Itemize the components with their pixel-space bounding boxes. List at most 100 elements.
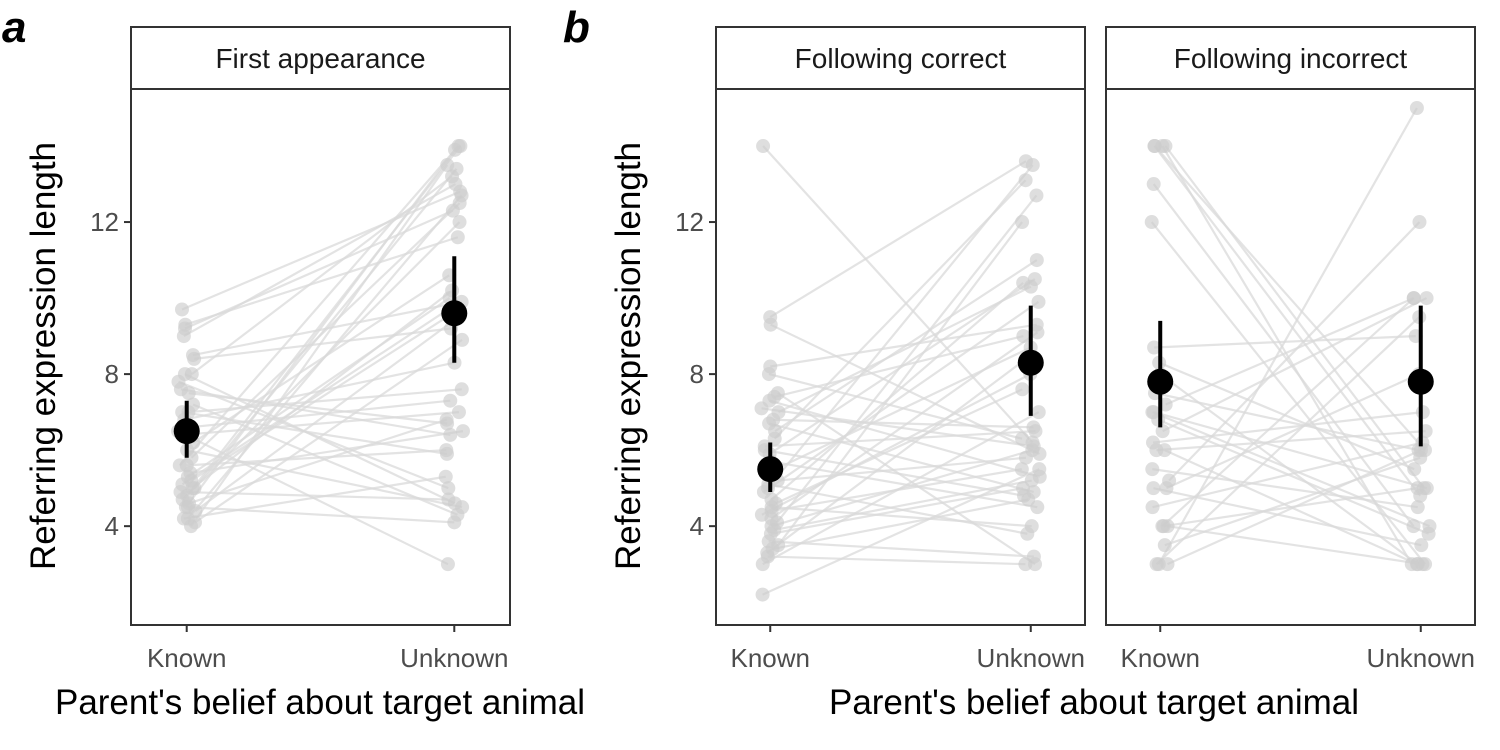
participant-line [187,506,455,524]
participant-point-unknown [439,412,454,427]
participant-point-known [762,416,777,431]
participant-line [1164,145,1425,489]
participant-line [186,449,447,467]
mean-point [1407,368,1434,395]
participant-line [1157,107,1418,565]
participant-line [777,221,1023,546]
participant-point-known [765,541,780,556]
participant-line [771,468,1023,513]
participant-point-unknown [1016,329,1031,344]
participant-line [183,183,457,338]
participant-point-unknown [1410,500,1425,515]
participant-point-known [1160,557,1175,572]
participant-line [1151,411,1430,528]
participant-line [1154,334,1416,349]
participant-point-known [763,310,778,325]
participant-line [178,145,460,467]
y-tick-label: 12 [675,207,704,237]
participant-line [768,422,1034,494]
participant-point-known [755,557,770,572]
participant-point-unknown [1029,317,1044,332]
participant-line [182,411,448,456]
participant-point-known [1145,500,1160,515]
participant-point-unknown [1015,382,1030,397]
participant-point-unknown [1413,450,1428,465]
participant-line [770,282,1024,501]
participant-line [1167,525,1423,566]
participant-point-known [761,367,776,382]
participant-line [764,449,1025,497]
participant-line [194,338,463,524]
participant-point-unknown [1412,215,1427,230]
facet-strip-label: Following correct [795,43,1007,74]
participant-line [190,308,460,482]
participant-line [770,460,1038,509]
participant-point-unknown [1413,488,1428,503]
participant-point-unknown [453,184,468,199]
participant-point-known [1157,538,1172,553]
participant-line [184,209,454,330]
participant-point-unknown [1014,462,1029,477]
participant-point-unknown [1015,215,1030,230]
facet-2: Following incorrect Known Unknown [1105,26,1476,673]
participant-point-unknown [1026,439,1041,454]
participant-point-unknown [1406,519,1421,534]
participant-point-known [755,587,770,602]
participant-point-known [1145,435,1160,450]
participant-point-known [1156,519,1171,534]
participant-point-unknown [441,481,456,496]
participant-point-unknown [1029,188,1044,203]
x-axis-title-a: Parent's belief about target animal [55,683,585,722]
facet-0: First appearance Known Unknown 4 8 12 [90,26,511,673]
y-tick-label: 8 [690,359,704,389]
participant-line [770,323,1037,368]
participant-line [184,236,459,326]
participant-line [1164,449,1418,566]
participant-point-known [1155,424,1170,439]
x-tick-label: Known [730,643,810,673]
participant-point-unknown [1024,473,1039,488]
participant-point-unknown [441,492,456,507]
y-tick-label: 4 [105,511,119,541]
participant-point-known [756,139,771,154]
participant-point-known [172,458,187,473]
participant-line [775,388,1023,505]
participant-line [181,304,455,486]
participant-line [777,392,1036,566]
participant-line [762,411,1040,566]
participant-line [773,418,1034,429]
facet-1: Following correct Known Unknown 4 8 12 [675,26,1086,673]
panel-border [715,88,1086,626]
participant-point-unknown [455,332,470,347]
participant-line [1159,373,1419,566]
participant-line [191,175,453,375]
participant-point-known [176,511,191,526]
participant-line [776,194,1038,524]
participant-line [178,380,449,490]
participant-point-known [1147,139,1162,154]
participant-point-known [1162,473,1177,488]
participant-point-known [184,367,199,382]
participant-point-known [188,515,203,530]
participant-point-known [187,351,202,366]
participant-line [768,540,1034,558]
participant-point-known [754,507,769,522]
participant-line [769,160,1027,319]
mean-point [173,418,200,445]
participant-line [764,430,1036,448]
participant-line [767,555,1026,566]
facet-strip [130,26,511,90]
mean-point [757,456,784,483]
participant-line [189,399,451,429]
participant-point-unknown [1015,431,1030,446]
participant-point-unknown [1018,154,1033,169]
participant-point-unknown [1031,405,1046,420]
participant-line [774,259,1038,433]
participant-point-unknown [447,515,462,530]
participant-point-unknown [440,557,455,572]
participant-line [188,418,447,505]
participant-point-unknown [443,427,458,442]
individual-lines [761,145,1041,596]
participant-point-unknown [445,203,460,218]
